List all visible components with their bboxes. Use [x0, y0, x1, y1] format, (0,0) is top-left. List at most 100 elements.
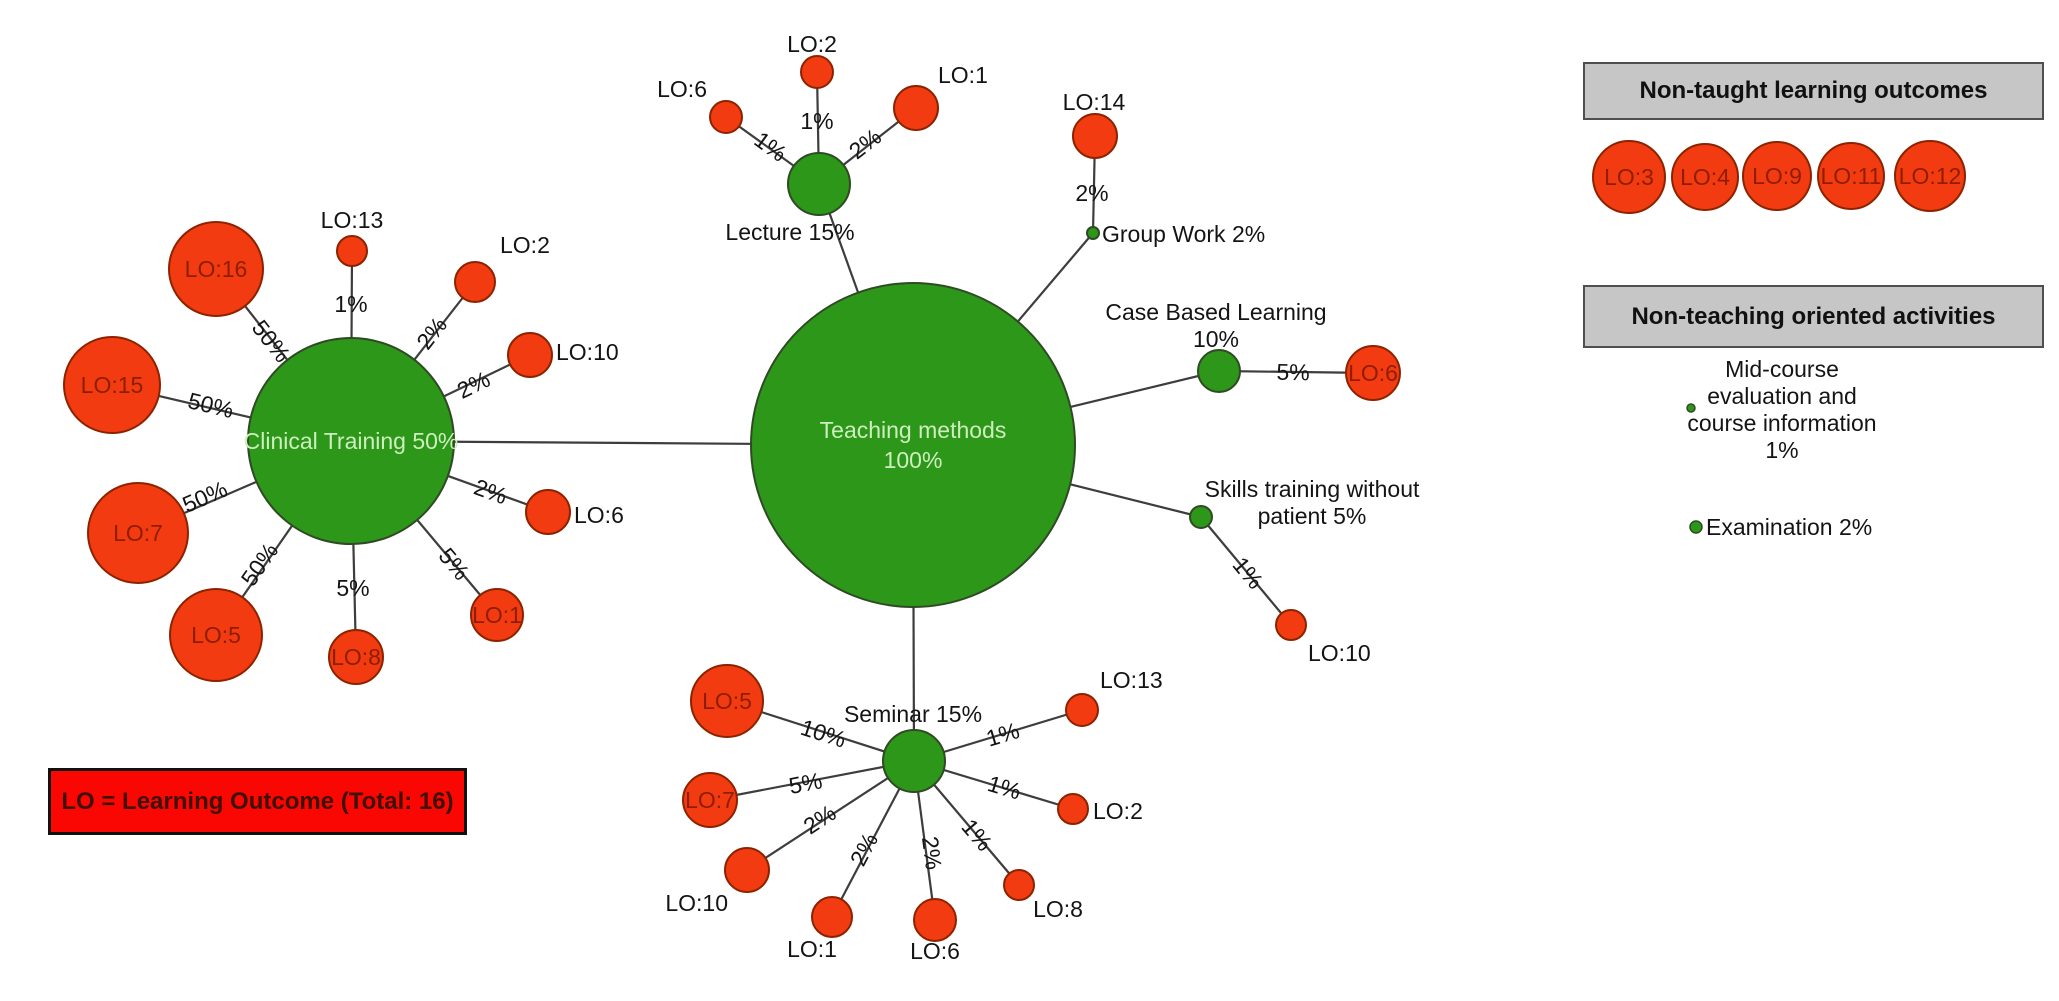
edge-percent-label: 50% [236, 538, 284, 591]
node-label: Case Based Learning 10% [1105, 299, 1326, 352]
lo-circle [87, 482, 189, 584]
node-label: LO:1 [787, 936, 837, 962]
lo-circle [525, 489, 571, 535]
activity-item: Mid-course evaluation and course informati… [1686, 356, 1877, 463]
node-c15: LO:15 [63, 336, 161, 434]
node-skills: Skills training without patient 5% [1189, 476, 1420, 529]
node-chip-LO:9: LO:9 [1742, 141, 1812, 211]
node-c5: LO:5 [169, 588, 263, 682]
edge-percent-label: 2% [917, 835, 947, 871]
edge-percent-label: 1% [983, 717, 1022, 752]
lo-circle [470, 588, 524, 642]
edge-percent-label: 1% [985, 770, 1024, 805]
node-se1: LO:1 [787, 896, 853, 962]
node-label: LO:8 [1033, 896, 1083, 922]
node-label: LO:11 [1821, 163, 1882, 189]
lo-circle [811, 896, 853, 938]
node-label: LO:6 [1348, 360, 1398, 386]
node-se13: LO:13 [1065, 667, 1163, 727]
edge-line [1200, 516, 1292, 626]
method-circle [1189, 505, 1213, 529]
method-circle [1197, 349, 1241, 393]
node-chip-LO:11: LO:11 [1817, 142, 1885, 210]
node-label: LO:2 [1093, 798, 1143, 824]
edge-percent-label: 1% [1228, 552, 1269, 594]
lo-circle [1003, 869, 1035, 901]
node-label: LO:6 [910, 938, 960, 964]
activity-dot-icon [1686, 403, 1696, 413]
node-chip-LO:12: LO:12 [1894, 140, 1966, 212]
node-l2: LO:2 [787, 31, 837, 89]
node-c1: LO:1 [470, 588, 524, 642]
node-label: LO:7 [685, 787, 735, 813]
node-label: LO:6 [574, 502, 624, 528]
node-c6: LO:6 [525, 489, 624, 535]
node-se6: LO:6 [910, 898, 960, 964]
node-label: Lecture 15% [725, 219, 854, 245]
node-label: LO:2 [500, 232, 550, 258]
lo-circle [1065, 693, 1099, 727]
edge-percent-label: 5% [433, 543, 474, 585]
node-se7: LO:7 [682, 772, 738, 828]
node-label: LO:8 [331, 644, 381, 670]
node-teaching: Teaching methods 100% [750, 282, 1076, 608]
node-se8: LO:8 [1003, 869, 1083, 922]
lo-circle [690, 664, 764, 738]
lo-circle [1894, 140, 1966, 212]
node-label: LO:2 [787, 31, 837, 57]
node-l1: LO:1 [893, 62, 988, 131]
node-label: LO:9 [1752, 163, 1802, 189]
node-cb6: LO:6 [1345, 345, 1401, 401]
edge-percent-label: 2% [845, 829, 883, 871]
node-s10: LO:10 [1275, 609, 1371, 666]
method-circle [750, 282, 1076, 608]
lo-circle [1275, 609, 1307, 641]
node-label: LO:10 [1308, 640, 1371, 666]
lo-circle [1072, 113, 1118, 159]
edge-percent-label: 2% [471, 474, 511, 510]
node-label: LO:4 [1680, 164, 1730, 190]
non-taught-outcomes-header: Non-taught learning outcomes [1583, 62, 2044, 120]
edge-percent-label: 2% [453, 366, 494, 404]
lo-circle [724, 847, 770, 893]
edge-percent-label: 2% [1075, 180, 1108, 206]
node-casebased: Case Based Learning 10% [1105, 299, 1327, 393]
lo-circle [1817, 142, 1885, 210]
node-se2: LO:2 [1057, 793, 1143, 825]
lo-circle [1057, 793, 1089, 825]
method-circle [787, 152, 851, 216]
node-chip-LO:3: LO:3 [1592, 140, 1666, 214]
node-label: LO:1 [472, 602, 522, 628]
node-se5: LO:5 [690, 664, 764, 738]
lo-circle [1345, 345, 1401, 401]
edge-percent-label: 50% [185, 387, 236, 423]
activity-item: Examination 2% [1689, 514, 1872, 540]
node-label: LO:6 [657, 76, 707, 102]
node-label: Teaching methods 100% [820, 417, 1007, 473]
node-label: LO:5 [191, 622, 241, 648]
node-label: LO:16 [185, 256, 248, 282]
edge-line [709, 759, 915, 802]
node-label: LO:10 [556, 339, 619, 365]
lo-circle [913, 898, 957, 942]
node-c7: LO:7 [87, 482, 189, 584]
edge-percent-label: 1% [800, 108, 833, 134]
lo-circle [168, 221, 264, 317]
node-chip-LO:4: LO:4 [1671, 143, 1739, 211]
lo-circle [328, 629, 384, 685]
lo-circle [507, 332, 553, 378]
lo-circle [709, 100, 743, 134]
node-se10: LO:10 [665, 847, 770, 916]
edge-line [746, 760, 915, 871]
edge-percent-label: 5% [787, 767, 825, 799]
node-seminar: Seminar 15% [844, 701, 982, 793]
node-g14: LO:14 [1063, 89, 1126, 159]
edge-percent-label: 1% [334, 291, 367, 317]
node-c2: LO:2 [454, 232, 550, 303]
node-label: Group Work 2% [1102, 221, 1265, 247]
node-clinical: Clinical Training 50% [244, 337, 458, 545]
node-l6: LO:6 [657, 76, 743, 134]
node-label: LO:13 [1100, 667, 1163, 693]
node-lecture: Lecture 15% [725, 152, 855, 245]
